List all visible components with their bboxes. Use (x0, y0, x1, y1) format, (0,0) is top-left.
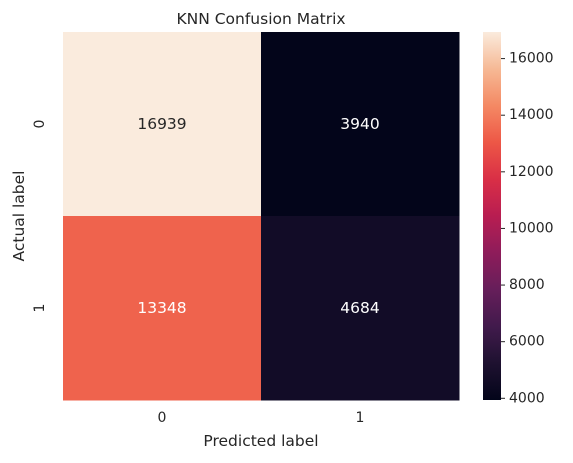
colorbar-tick-label: 6000 (509, 334, 545, 350)
y-axis-ticks: 01 (32, 120, 48, 313)
colorbar-tick-label: 8000 (509, 277, 545, 293)
heatmap-cells (63, 32, 460, 401)
chart-title: KNN Confusion Matrix (176, 10, 345, 28)
heatmap-cell-0-1 (261, 32, 460, 217)
colorbar-tick-label: 12000 (509, 164, 554, 180)
heatmap-cell-1-1 (261, 216, 460, 401)
y-tick-label: 0 (32, 120, 48, 129)
cell-value-0-0: 16939 (137, 115, 186, 133)
colorbar (483, 32, 501, 400)
x-axis-label: Predicted label (203, 432, 318, 450)
colorbar-tick-label: 4000 (509, 390, 545, 406)
heatmap-cell-labels: 16939 3940 13348 4684 (137, 115, 379, 317)
y-tick-label: 1 (32, 304, 48, 313)
heatmap-cell-0-0 (63, 32, 262, 217)
cell-value-1-1: 4684 (340, 299, 379, 317)
x-tick-label: 1 (356, 410, 365, 426)
colorbar-tick-label: 16000 (509, 51, 554, 67)
cell-value-1-0: 13348 (137, 299, 186, 317)
heatmap-cell-1-0 (63, 216, 262, 401)
x-tick-label: 0 (158, 410, 167, 426)
colorbar-tick-label: 14000 (509, 107, 554, 123)
colorbar-ticks: 4000 6000 8000 10000 12000 14000 16000 (501, 51, 554, 406)
colorbar-tick-label: 10000 (509, 220, 554, 236)
cell-value-0-1: 3940 (340, 115, 379, 133)
y-axis-label: Actual label (10, 171, 28, 262)
